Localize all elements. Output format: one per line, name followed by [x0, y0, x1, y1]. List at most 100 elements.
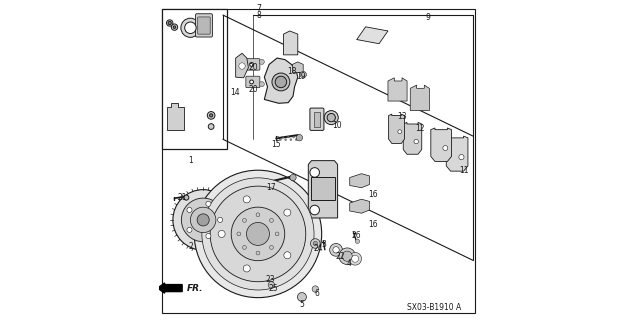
Polygon shape — [308, 161, 338, 218]
Text: 22: 22 — [336, 252, 345, 261]
Circle shape — [243, 245, 247, 249]
Circle shape — [182, 198, 225, 242]
Circle shape — [324, 111, 338, 124]
Circle shape — [207, 112, 215, 119]
Circle shape — [275, 76, 287, 88]
Circle shape — [256, 213, 260, 217]
Circle shape — [166, 20, 173, 26]
Text: 9: 9 — [425, 13, 430, 22]
Circle shape — [349, 252, 362, 265]
Circle shape — [202, 178, 314, 290]
Circle shape — [210, 114, 213, 117]
Polygon shape — [236, 53, 248, 78]
Text: 8: 8 — [256, 11, 261, 20]
Circle shape — [280, 139, 282, 140]
Circle shape — [173, 190, 233, 250]
Text: 15: 15 — [271, 140, 282, 149]
Circle shape — [243, 265, 250, 272]
Text: 10: 10 — [332, 121, 342, 130]
Circle shape — [197, 214, 209, 226]
Circle shape — [256, 251, 260, 255]
Circle shape — [295, 139, 297, 140]
Circle shape — [282, 136, 284, 138]
Text: 1: 1 — [188, 156, 193, 165]
Circle shape — [218, 217, 223, 222]
Text: 12: 12 — [415, 124, 425, 133]
Circle shape — [239, 63, 245, 69]
Circle shape — [296, 134, 303, 141]
Circle shape — [330, 244, 343, 256]
Circle shape — [173, 26, 176, 28]
Circle shape — [333, 247, 340, 253]
Circle shape — [290, 174, 296, 181]
Circle shape — [300, 71, 306, 78]
Polygon shape — [357, 27, 388, 44]
Text: 6: 6 — [315, 289, 320, 298]
Circle shape — [187, 227, 192, 232]
FancyBboxPatch shape — [246, 76, 260, 88]
Circle shape — [190, 207, 216, 233]
Text: 20: 20 — [248, 63, 259, 72]
Text: 18: 18 — [288, 67, 297, 76]
Circle shape — [269, 245, 273, 249]
Circle shape — [259, 59, 264, 64]
Circle shape — [284, 209, 291, 216]
Circle shape — [355, 239, 360, 244]
Polygon shape — [283, 31, 297, 55]
Text: 2: 2 — [188, 242, 193, 251]
Bar — [162, 9, 227, 149]
Circle shape — [208, 124, 214, 129]
Circle shape — [194, 170, 322, 298]
Circle shape — [231, 207, 285, 261]
Text: 24: 24 — [313, 244, 323, 253]
Circle shape — [310, 239, 320, 248]
Circle shape — [297, 292, 306, 301]
Text: SX03-B1910 A: SX03-B1910 A — [406, 303, 461, 312]
Circle shape — [352, 255, 359, 262]
Circle shape — [287, 136, 289, 138]
Circle shape — [342, 251, 352, 261]
Circle shape — [276, 136, 278, 138]
Circle shape — [269, 219, 273, 222]
FancyBboxPatch shape — [310, 108, 324, 130]
Circle shape — [181, 18, 200, 37]
Text: 11: 11 — [459, 166, 468, 175]
Text: 3: 3 — [322, 240, 327, 249]
Text: 25: 25 — [268, 284, 278, 292]
Polygon shape — [447, 136, 468, 171]
Polygon shape — [166, 103, 184, 130]
FancyArrow shape — [157, 283, 182, 293]
Circle shape — [327, 114, 336, 122]
Circle shape — [275, 232, 279, 236]
Text: 26: 26 — [351, 231, 361, 240]
Circle shape — [250, 80, 254, 84]
Circle shape — [292, 136, 294, 138]
Circle shape — [171, 24, 178, 30]
FancyBboxPatch shape — [246, 59, 260, 70]
Polygon shape — [431, 128, 452, 161]
Polygon shape — [350, 199, 369, 213]
Polygon shape — [264, 58, 297, 103]
Circle shape — [339, 248, 355, 265]
Circle shape — [313, 241, 317, 246]
Text: 5: 5 — [299, 300, 304, 308]
Circle shape — [250, 62, 254, 66]
Text: 20: 20 — [248, 85, 259, 94]
FancyBboxPatch shape — [197, 17, 210, 34]
Circle shape — [459, 155, 464, 160]
Text: 17: 17 — [266, 183, 276, 192]
Text: 23: 23 — [265, 275, 275, 284]
Polygon shape — [350, 174, 369, 188]
FancyBboxPatch shape — [196, 14, 212, 37]
Bar — [313, 112, 320, 126]
Circle shape — [310, 168, 320, 177]
Circle shape — [243, 219, 247, 222]
Circle shape — [168, 21, 171, 25]
Circle shape — [272, 73, 290, 91]
Polygon shape — [292, 62, 303, 72]
Circle shape — [290, 139, 292, 140]
Text: 16: 16 — [368, 190, 378, 199]
Circle shape — [312, 286, 318, 292]
Circle shape — [206, 234, 211, 239]
Bar — [311, 177, 335, 200]
